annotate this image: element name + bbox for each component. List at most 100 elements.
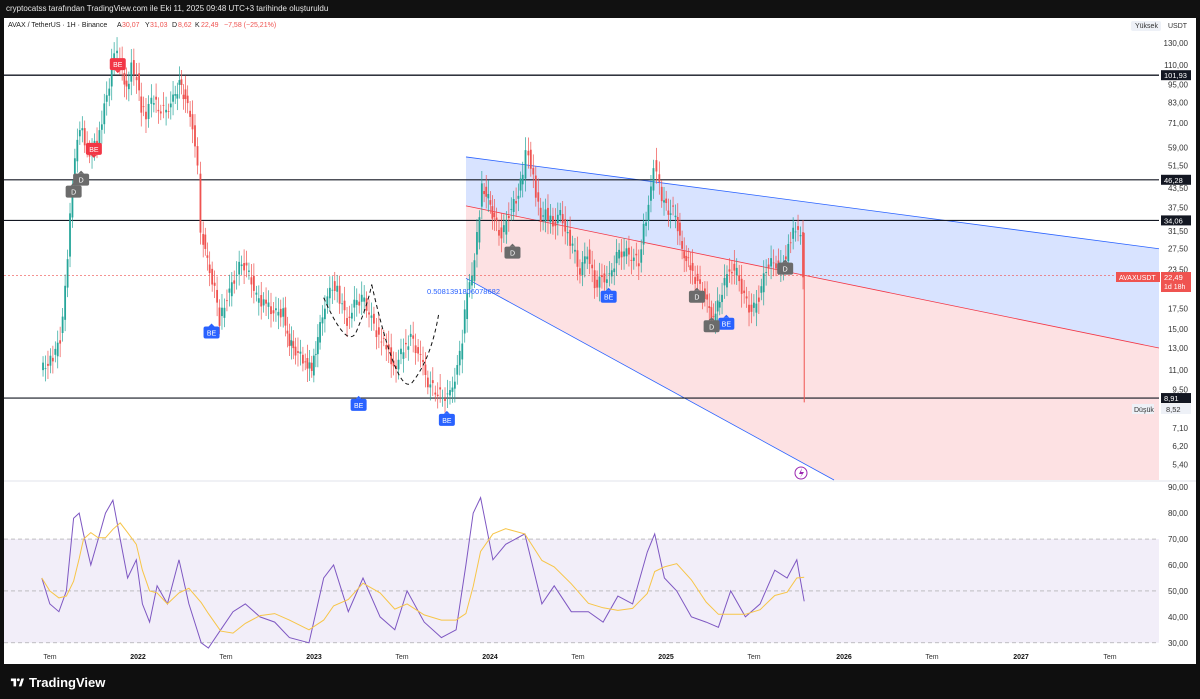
signal-pointer	[708, 317, 715, 321]
candle-body	[208, 264, 211, 274]
candle-body	[288, 333, 291, 347]
candle-body	[586, 256, 589, 260]
candle-body	[596, 279, 599, 288]
time-tick-label: Tem	[747, 654, 760, 661]
close-label: K	[195, 22, 200, 29]
candle-body	[243, 263, 246, 271]
low-label: D	[172, 22, 177, 29]
signal-badge-d[interactable]: D	[703, 317, 720, 333]
candle-body	[424, 364, 427, 375]
pattern-dash-curve[interactable]	[371, 284, 440, 385]
signal-label: D	[79, 178, 84, 185]
candle-body	[735, 267, 738, 276]
signal-badge-d[interactable]: D	[504, 243, 521, 259]
candle-body	[358, 301, 361, 306]
signal-label: D	[694, 295, 699, 302]
tradingview-logo[interactable]: TradingView	[10, 674, 105, 690]
candle-body	[250, 277, 253, 285]
price-tick-label: 71,00	[1168, 119, 1189, 128]
signal-badge-be[interactable]: BE	[600, 287, 617, 303]
candle-body	[478, 217, 481, 243]
rsi-tick-label: 70,00	[1168, 535, 1189, 544]
candle-body	[718, 301, 721, 308]
candle-body	[755, 303, 758, 313]
candle-body	[297, 351, 299, 353]
rsi-pane[interactable]	[4, 496, 1159, 649]
attribution-bar: cryptocatss tarafından TradingView.com i…	[0, 0, 1200, 18]
candle-body	[655, 160, 658, 172]
candle-body	[142, 106, 145, 108]
candle-body	[723, 277, 726, 286]
signal-badge-be[interactable]: BE	[85, 142, 102, 158]
candle-body	[630, 259, 633, 261]
signal-badge-be[interactable]: BE	[203, 323, 220, 339]
candle-body	[223, 307, 226, 318]
time-tick-label: 2027	[1013, 654, 1029, 661]
price-tick-label: 5,40	[1172, 460, 1188, 469]
candle-body	[588, 249, 591, 264]
level-tag-bg	[1161, 174, 1191, 185]
pattern-dash-curve[interactable]	[323, 284, 373, 338]
candle-body	[683, 251, 686, 259]
candle-body	[429, 384, 432, 388]
candle-body	[699, 279, 701, 284]
signal-badge-d[interactable]: D	[688, 287, 705, 303]
candle-body	[333, 281, 336, 291]
candle-body	[647, 204, 650, 221]
signal-badge-be[interactable]: BE	[109, 58, 126, 74]
time-axis[interactable]: Tem 2022 Tem 2023 Tem 2024 Tem 2025 Tem 2026 Tem 20…	[43, 654, 1116, 661]
candle-body	[338, 285, 341, 304]
signal-badge-be[interactable]: BE	[718, 314, 735, 330]
candle-body	[444, 398, 446, 401]
candle-body	[547, 207, 549, 221]
candle-body	[64, 285, 67, 320]
candle-body	[172, 94, 174, 102]
scale-mode-badge[interactable]	[1131, 21, 1161, 31]
channel-upper-line	[465, 156, 1160, 250]
low-value: 8,52	[1166, 405, 1181, 414]
rsi-ma-line	[41, 522, 805, 634]
candle-body	[689, 265, 692, 271]
chart-panel[interactable]: BE BE D D BE BE BE D BE D BE D D Tem 2022 Tem 2023 Tem 20…	[4, 18, 1196, 664]
lightning-icon[interactable]	[794, 466, 808, 480]
rsi-tick-label: 50,00	[1168, 587, 1189, 596]
time-tick-label: Tem	[925, 654, 938, 661]
candle-body	[797, 226, 799, 230]
candle-body	[721, 294, 723, 303]
rsi-tick-label: 60,00	[1168, 561, 1189, 570]
candle-body	[706, 294, 709, 300]
signal-badge-be[interactable]: BE	[438, 410, 455, 426]
low-value-bg	[1161, 404, 1191, 414]
candle-body	[559, 209, 562, 216]
candle-body	[360, 294, 363, 302]
fib-annotation: 0.5081391806078682	[427, 287, 500, 296]
candle-body	[714, 313, 717, 322]
candle-body	[353, 299, 356, 308]
candle-body	[98, 130, 101, 146]
signal-label: BE	[207, 331, 217, 338]
candle-body	[103, 103, 106, 125]
candle-body	[510, 208, 513, 210]
candle-body	[343, 300, 346, 311]
signal-badge-bg	[703, 320, 720, 333]
time-tick-label: Tem	[43, 654, 56, 661]
candle-body	[238, 261, 241, 275]
candle-body	[534, 175, 537, 198]
price-axis[interactable]: 130,00 110,00 95,00 83,00 71,00 59,00 51,50 43,…	[1161, 39, 1191, 648]
candle-body	[204, 234, 207, 249]
candle-body	[100, 124, 103, 130]
signal-badge-d[interactable]: D	[73, 170, 90, 186]
candle-body	[314, 353, 317, 355]
signal-badge-d[interactable]: D	[777, 259, 794, 275]
signal-badge-bg	[438, 413, 455, 426]
candle-body	[529, 149, 532, 169]
candle-body	[583, 256, 586, 264]
candle-body	[674, 215, 677, 218]
candle-body	[404, 342, 407, 345]
candle-body	[397, 359, 400, 370]
candle-body	[294, 346, 297, 356]
signal-badge-be[interactable]: BE	[350, 395, 367, 411]
